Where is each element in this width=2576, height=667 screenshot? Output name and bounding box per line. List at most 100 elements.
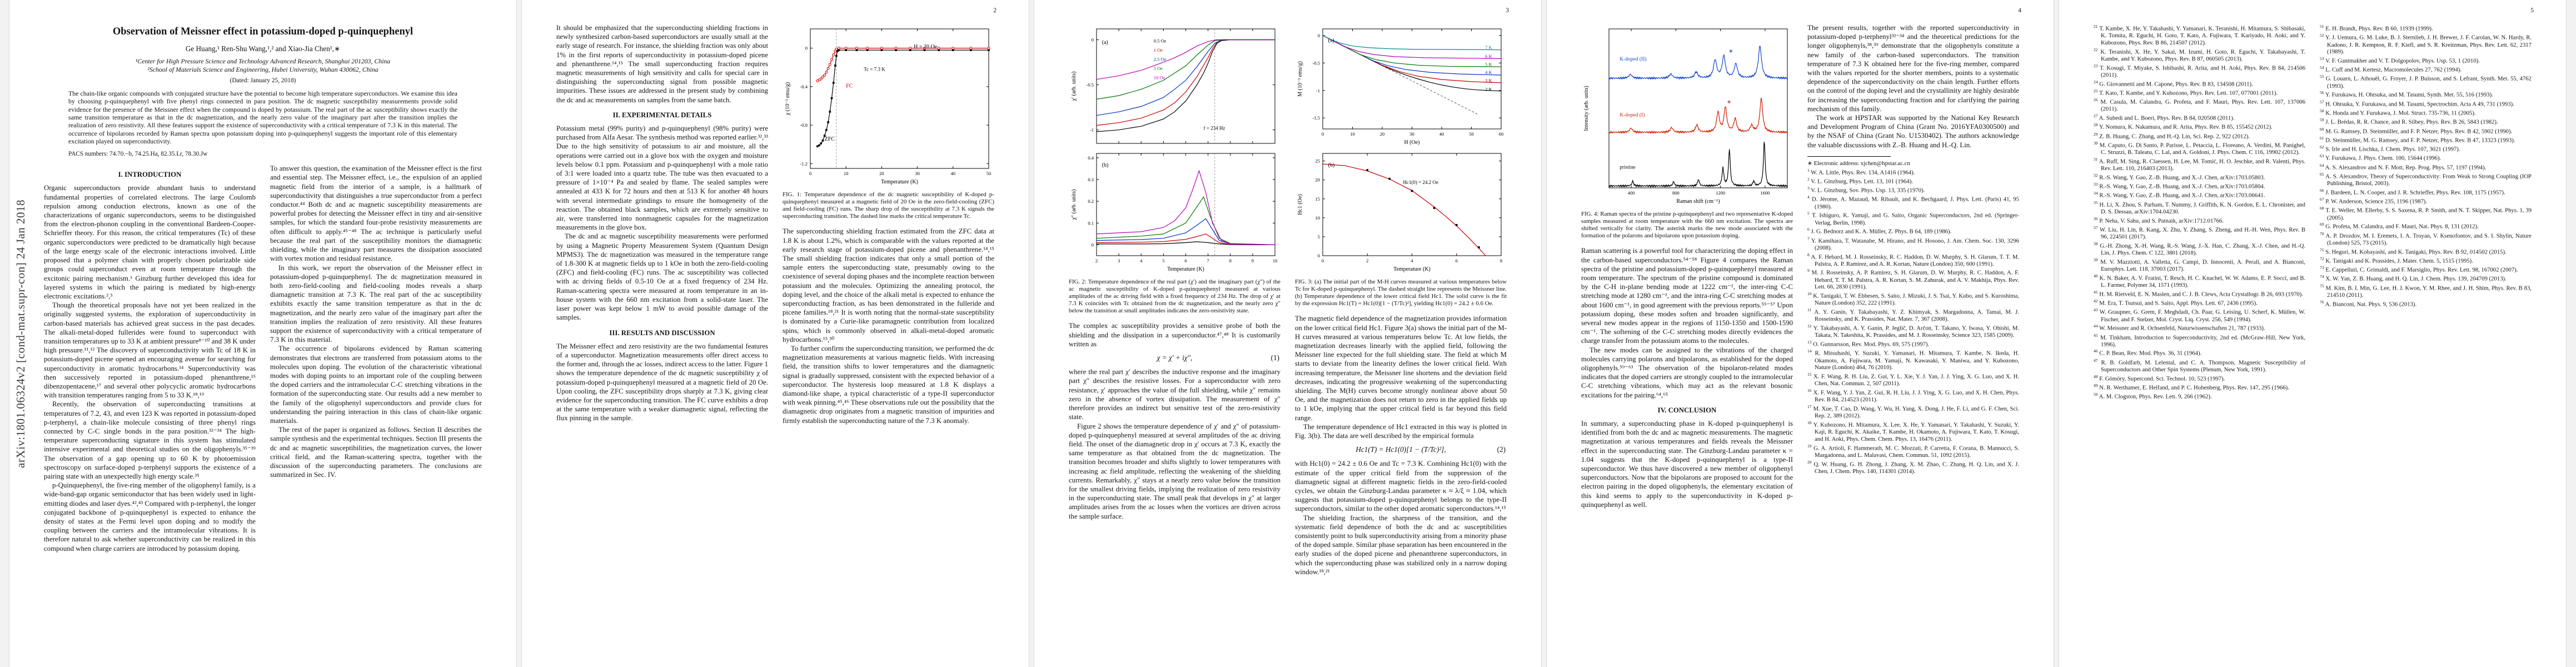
data-marker — [838, 49, 840, 51]
data-series — [1322, 35, 1502, 67]
x-tick-label: 800 — [1672, 190, 1680, 196]
reference-number: 38 — [2094, 241, 2098, 246]
data-marker — [880, 49, 883, 51]
data-marker — [1411, 190, 1413, 192]
paragraph: The Meissner effect and zero resistivity… — [556, 342, 768, 422]
page1-columns: I. INTRODUCTION Organic superconductors p… — [44, 164, 482, 651]
plot-annotation: ZFC — [825, 136, 835, 142]
page-number: 2 — [993, 7, 996, 14]
data-series — [1096, 233, 1275, 245]
y-tick-label: 0 — [1318, 33, 1320, 38]
data-marker — [909, 49, 911, 51]
x-tick-label: 60 — [1499, 131, 1504, 137]
page2-column-right: 0 10 20 30 40 50 -1.2 -0.8 -0.4 0 Temperature (K) χ… — [783, 23, 994, 651]
figure-caption: FIG. 1: Temperature dependence of the dc… — [783, 191, 994, 220]
plot-annotation: K-doped (II) — [1620, 56, 1646, 62]
reference-number: 36 — [2094, 216, 2098, 221]
reference-number: 5 — [1807, 211, 1810, 216]
figure: 0 10 20 30 40 50 60 -1.5 -1 -0.5 0 H (Oe) M (10⁻³ em… — [1295, 24, 1507, 276]
y-tick-label: 10 — [1316, 215, 1321, 221]
paper-affiliation-1: ¹Center for High Pressure Science and Te… — [135, 57, 391, 65]
reference-number: 35 — [2094, 200, 2098, 205]
data-marker — [855, 47, 858, 50]
reference-number: 21 — [2094, 24, 2098, 29]
paragraph: Potassium metal (99% purity) and p-quinq… — [556, 125, 768, 232]
reference-item: 17 M. Xue, T. Cao, D. Wang, Y. Wu, H. Ya… — [1807, 404, 2019, 420]
fig4-raman-spectra-plot: 400 800 1200 1600 Raman shift (cm⁻¹) Intensit… — [1583, 28, 1788, 205]
equation: χ = χ′ + iχ″, (1) — [1069, 354, 1280, 362]
reference-item: 16 X. F. Wang, Y. J. Yan, Z. Gui, R. H. … — [1807, 387, 2019, 404]
reference-item: 75 M. Kim, B. I. Min, G. Lee, H. J. Kwon… — [2320, 283, 2532, 298]
plot-frame — [1322, 153, 1502, 256]
reference-item: 13 O. Gunnarsson, Rev. Mod. Phys. 69, 57… — [1807, 340, 1930, 348]
reference-number: 53 — [2320, 56, 2324, 61]
equation-number: (1) — [1270, 354, 1279, 362]
plot-annotation: 0.5 Oe — [1154, 38, 1167, 44]
reference-number: 51 — [2320, 24, 2324, 29]
reference-number: 17 — [1807, 404, 1812, 409]
x-tick-label: 0 — [1322, 131, 1324, 137]
paper-title: Observation of Meissner effect in potass… — [112, 26, 413, 37]
reference-number: 71 — [2320, 247, 2324, 252]
paragraph: The complex ac susceptibility provides a… — [1069, 322, 1280, 348]
reference-number: 3 — [1807, 186, 1810, 191]
reference-number: 37 — [2094, 225, 2098, 230]
data-marker — [1478, 246, 1480, 248]
y-axis-label: χ (10⁻³ emu/g) — [785, 82, 791, 116]
plot-annotation: (b) — [1102, 162, 1109, 168]
reference-number: 46 — [2094, 349, 2098, 354]
data-marker — [821, 140, 824, 142]
data-marker — [923, 49, 926, 51]
y-tick-label: -1.5 — [1313, 115, 1320, 121]
reference-number: 23 — [2094, 63, 2098, 68]
data-marker — [951, 47, 955, 50]
x-tick-label: 1200 — [1716, 190, 1725, 196]
x-tick-label: 7 — [1207, 258, 1209, 263]
x-tick-label: 1600 — [1760, 190, 1770, 196]
reference-item: 10 K. Tanigaki, T. W. Ebbesen, S. Saito,… — [1807, 291, 2019, 307]
reference-number: 18 — [1807, 420, 1812, 425]
reference-item: 73 E. Cappelluti, C. Grimaldi, and F. Ma… — [2320, 265, 2518, 273]
page5-columns: 21 T. Kambe, X. He, Y. Takahashi, Y. Yam… — [2094, 23, 2532, 651]
x-tick-label: 50 — [1469, 131, 1474, 137]
equation-number: (2) — [1497, 445, 1506, 454]
reference-number: 76 — [2320, 299, 2324, 305]
page4-column-left: 400 800 1200 1600 Raman shift (cm⁻¹) Intensit… — [1581, 23, 1793, 651]
paragraph: The temperature dependence of Hc1 extrac… — [1295, 422, 1507, 440]
section-heading: I. INTRODUCTION — [118, 171, 182, 179]
reference-number: 63 — [2320, 153, 2324, 159]
reference-number: 15 — [1807, 372, 1812, 377]
data-series — [1322, 35, 1502, 83]
x-tick-label: 30 — [1409, 131, 1414, 137]
fig1-dc-susceptibility-plot: 0 10 20 30 40 50 -1.2 -0.8 -0.4 0 Temperature (K) χ… — [785, 28, 991, 185]
paragraph: The present results, together with the r… — [1807, 24, 2019, 113]
x-tick-label: 400 — [1628, 190, 1635, 196]
reference-item: 70 A. P. Drozdov, M. I. Eremets, I. A. T… — [2320, 231, 2532, 246]
paragraph: where the real part χ′ describes the ind… — [1069, 368, 1280, 421]
reference-item: 41 H. M. Rietveld, E. N. Maslen, and C. … — [2094, 289, 2303, 298]
data-marker — [844, 47, 848, 50]
x-tick-label: 2 — [1366, 258, 1368, 263]
equation-body: χ = χ′ + iχ″, — [1157, 354, 1193, 362]
data-marker — [837, 47, 840, 50]
reference-number: 72 — [2320, 256, 2324, 261]
data-series — [1608, 97, 1788, 135]
data-series — [1096, 39, 1275, 132]
reference-item: 50 A. M. Clogston, Phys. Rev. Lett. 9, 2… — [2094, 392, 2212, 400]
y-axis-label: M (10⁻³ emu/g) — [1297, 61, 1303, 97]
paragraph: Though the theoretical proposals have no… — [44, 301, 256, 400]
plot-annotation: K-doped (I) — [1620, 112, 1645, 118]
reference-item: 15 X. F. Wang, R. H. Liu, Z. Gui, Y. L. … — [1807, 372, 2019, 387]
reference-number: 33 — [2094, 182, 2098, 187]
reference-item: 58 K. Honda and Y. Furukawa, J. Mol. Str… — [2320, 108, 2476, 117]
data-marker — [829, 111, 831, 113]
reference-item: 23 T. Kosugi, T. Miyake, S. Ishibashi, R… — [2094, 63, 2305, 78]
reference-item: 11 A. Y. Ganin, Y. Takabayashi, Y. Z. Kh… — [1807, 307, 2019, 323]
data-marker — [830, 58, 834, 61]
reference-item: 6 J. G. Bednorz and K. A. Müller, Z. Phy… — [1807, 227, 1952, 235]
reference-number: 19 — [1807, 443, 1812, 449]
data-marker — [1433, 207, 1436, 209]
reference-item: 8 A. F. Hebard, M. J. Rosseinsky, R. C. … — [1807, 252, 2019, 267]
reference-item: 34 R.-S. Wang, Y. Gao, Z.-B. Huang, and … — [2094, 191, 2265, 199]
reference-item: 12 Y. Takabayashi, A. Y. Ganin, P. Jegli… — [1807, 323, 2019, 339]
